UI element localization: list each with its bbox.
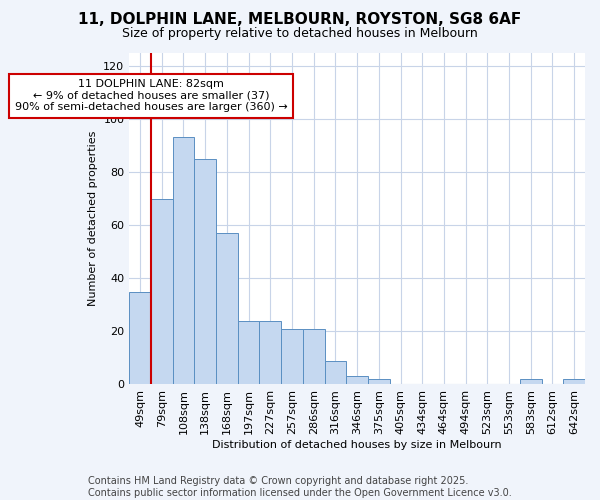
Y-axis label: Number of detached properties: Number of detached properties xyxy=(88,131,98,306)
Text: Size of property relative to detached houses in Melbourn: Size of property relative to detached ho… xyxy=(122,28,478,40)
Bar xyxy=(281,328,303,384)
X-axis label: Distribution of detached houses by size in Melbourn: Distribution of detached houses by size … xyxy=(212,440,502,450)
Bar xyxy=(563,379,585,384)
Bar xyxy=(194,158,216,384)
Bar xyxy=(520,379,542,384)
Bar xyxy=(346,376,368,384)
Bar xyxy=(303,328,325,384)
Bar xyxy=(259,320,281,384)
Bar xyxy=(129,292,151,384)
Bar xyxy=(368,379,389,384)
Text: 11, DOLPHIN LANE, MELBOURN, ROYSTON, SG8 6AF: 11, DOLPHIN LANE, MELBOURN, ROYSTON, SG8… xyxy=(79,12,521,28)
Bar xyxy=(151,198,173,384)
Bar xyxy=(216,233,238,384)
Bar xyxy=(238,320,259,384)
Bar xyxy=(325,360,346,384)
Text: Contains HM Land Registry data © Crown copyright and database right 2025.
Contai: Contains HM Land Registry data © Crown c… xyxy=(88,476,512,498)
Bar xyxy=(173,138,194,384)
Text: 11 DOLPHIN LANE: 82sqm
← 9% of detached houses are smaller (37)
90% of semi-deta: 11 DOLPHIN LANE: 82sqm ← 9% of detached … xyxy=(14,79,287,112)
